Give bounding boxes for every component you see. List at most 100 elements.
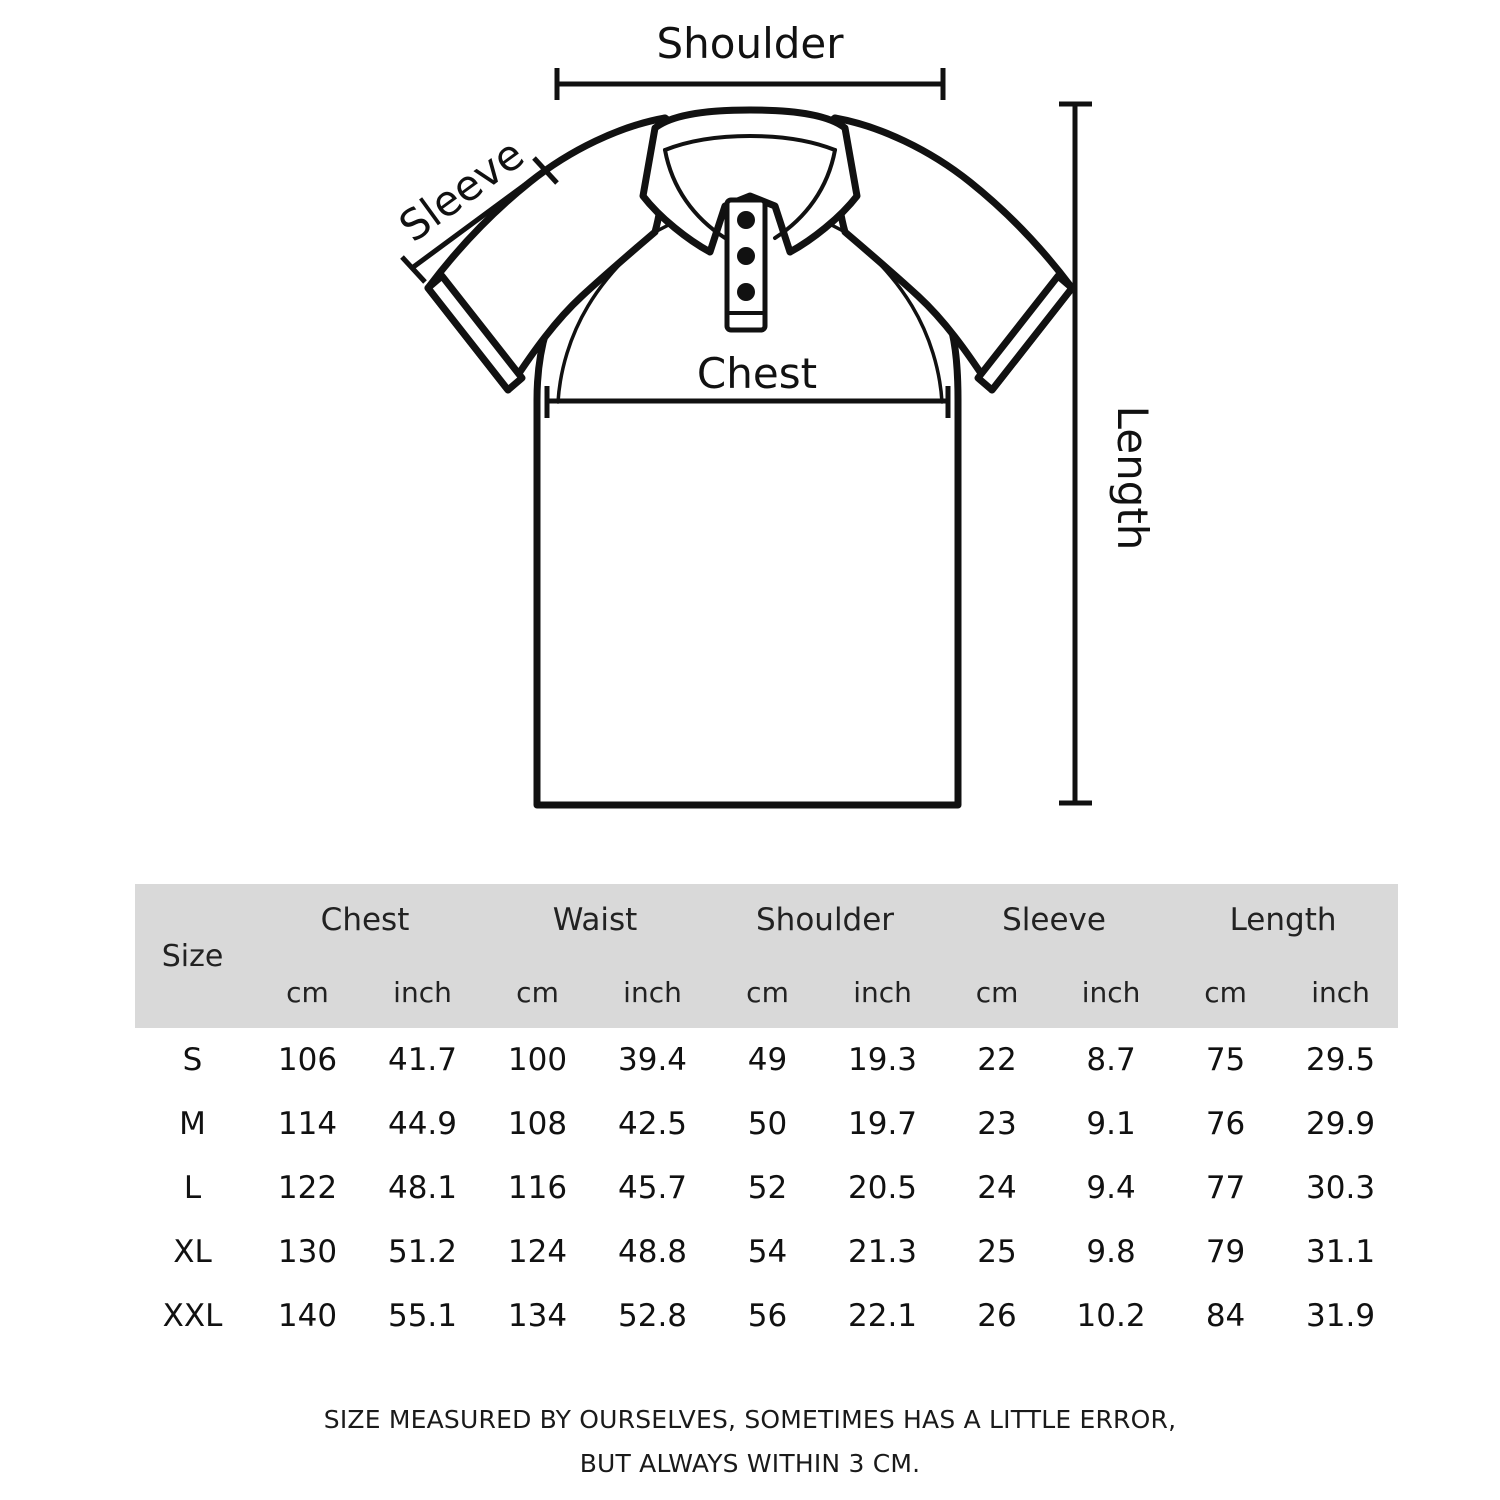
- header-unit-waist-cm: cm: [480, 956, 596, 1028]
- right-sleeve: [831, 114, 1076, 394]
- cell-waist-inch: 42.5: [618, 1106, 688, 1142]
- cell-sleeve-inch: 8.7: [1086, 1042, 1136, 1078]
- cell-length-inch: 31.1: [1306, 1234, 1376, 1270]
- header-unit-sleeve-inch: inch: [1054, 956, 1169, 1028]
- table-head: Size Chest Waist Shoulder Sleeve Length …: [135, 884, 1399, 1028]
- length-dimension: [1059, 101, 1092, 806]
- cell-size: M: [179, 1106, 206, 1142]
- cell-waist-cm: 124: [507, 1234, 568, 1270]
- cell-shoulder-cm: 50: [747, 1106, 788, 1142]
- collar-left-fold: [663, 148, 727, 240]
- shoulder-label: Shoulder: [656, 19, 844, 68]
- cell-sleeve-inch: 10.2: [1076, 1298, 1146, 1334]
- table-row: XL 130 51.2 124 48.8 54 21.3 25 9.8 79 3…: [135, 1220, 1398, 1284]
- sleeve-dimension: [400, 156, 559, 284]
- cell-length-inch: 31.9: [1306, 1298, 1376, 1334]
- disclaimer-line-1: SIZE MEASURED BY OURSELVES, SOMETIMES HA…: [323, 1405, 1177, 1434]
- cell-shoulder-inch: 20.5: [848, 1170, 918, 1206]
- cell-chest-cm: 130: [277, 1234, 338, 1270]
- cell-length-cm: 77: [1205, 1170, 1246, 1206]
- cell-sleeve-cm: 25: [977, 1234, 1017, 1270]
- cell-chest-cm: 140: [277, 1298, 338, 1334]
- right-armhole-seam: [843, 230, 944, 404]
- cell-length-cm: 84: [1205, 1298, 1246, 1334]
- cell-chest-cm: 106: [277, 1042, 338, 1078]
- left-sleeve-hem: [424, 272, 526, 394]
- cell-sleeve-cm: 23: [977, 1106, 1017, 1142]
- header-unit-shoulder-inch: inch: [825, 956, 941, 1028]
- cell-shoulder-inch: 19.3: [848, 1042, 918, 1078]
- cell-chest-inch: 41.7: [387, 1042, 458, 1078]
- collar-right-fold: [773, 148, 837, 240]
- size-table-wrapper: Size Chest Waist Shoulder Sleeve Length …: [135, 884, 1399, 1348]
- header-size: Size: [135, 884, 250, 1028]
- cell-shoulder-inch: 19.7: [848, 1106, 918, 1142]
- shoulder-dimension: [554, 68, 946, 100]
- disclaimer-line-2: BUT ALWAYS WITHIN 3 CM.: [579, 1449, 921, 1478]
- cell-size: XL: [173, 1234, 212, 1270]
- sleeve-tick-low: [400, 255, 427, 284]
- cell-length-cm: 75: [1205, 1042, 1246, 1078]
- cell-waist-inch: 39.4: [618, 1042, 688, 1078]
- size-table: Size Chest Waist Shoulder Sleeve Length …: [135, 884, 1399, 1348]
- left-sleeve: [424, 114, 669, 394]
- cell-waist-cm: 108: [507, 1106, 568, 1142]
- header-unit-length-cm: cm: [1168, 956, 1284, 1028]
- cell-shoulder-cm: 56: [747, 1298, 788, 1334]
- cell-length-inch: 29.9: [1306, 1106, 1376, 1142]
- cell-sleeve-inch: 9.1: [1086, 1106, 1136, 1142]
- cell-size: L: [183, 1170, 202, 1206]
- unit-header-row: cm inch cm inch cm inch cm inch cm inch: [135, 956, 1399, 1028]
- cell-shoulder-cm: 54: [747, 1234, 788, 1270]
- header-unit-length-inch: inch: [1283, 956, 1399, 1028]
- header-group-chest: Chest: [250, 884, 481, 956]
- cell-sleeve-cm: 24: [977, 1170, 1017, 1206]
- cell-waist-cm: 116: [507, 1170, 568, 1206]
- cell-shoulder-inch: 21.3: [848, 1234, 918, 1270]
- cell-chest-cm: 114: [277, 1106, 338, 1142]
- left-armhole-seam: [556, 230, 657, 404]
- table-row: L 122 48.1 116 45.7 52 20.5 24 9.4 77 30…: [135, 1156, 1398, 1220]
- header-group-sleeve: Sleeve: [940, 884, 1169, 956]
- header-unit-sleeve-cm: cm: [940, 956, 1055, 1028]
- chest-label: Chest: [697, 349, 817, 398]
- polo-shirt-diagram: Shoulder Sleeve Chest Length: [390, 19, 1157, 809]
- collar: [639, 106, 861, 256]
- header-unit-shoulder-cm: cm: [710, 956, 826, 1028]
- cell-length-cm: 76: [1205, 1106, 1246, 1142]
- chest-dimension: [544, 386, 951, 418]
- table-row: XXL 140 55.1 134 52.8 56 22.1 26 10.2 84…: [135, 1284, 1398, 1348]
- button-placket: [724, 197, 768, 333]
- measurement-disclaimer: SIZE MEASURED BY OURSELVES, SOMETIMES HA…: [0, 1398, 1500, 1486]
- cell-chest-inch: 48.1: [387, 1170, 458, 1206]
- cell-length-inch: 30.3: [1306, 1170, 1376, 1206]
- cell-sleeve-inch: 9.4: [1086, 1170, 1136, 1206]
- cell-waist-inch: 45.7: [618, 1170, 688, 1206]
- table-body: S 106 41.7 100 39.4 49 19.3 22 8.7 75 29…: [135, 1028, 1398, 1348]
- placket-button-3: [737, 283, 755, 301]
- cell-size: S: [182, 1042, 203, 1078]
- cell-sleeve-cm: 26: [977, 1298, 1017, 1334]
- cell-length-cm: 79: [1205, 1234, 1246, 1270]
- cell-sleeve-cm: 22: [977, 1042, 1017, 1078]
- cell-chest-inch: 51.2: [387, 1234, 458, 1270]
- cell-waist-inch: 52.8: [618, 1298, 688, 1334]
- cell-waist-inch: 48.8: [618, 1234, 688, 1270]
- cell-waist-cm: 134: [507, 1298, 568, 1334]
- cell-shoulder-cm: 52: [747, 1170, 788, 1206]
- table-row: S 106 41.7 100 39.4 49 19.3 22 8.7 75 29…: [135, 1028, 1398, 1092]
- header-unit-chest-cm: cm: [250, 956, 365, 1028]
- group-header-row: Size Chest Waist Shoulder Sleeve Length: [135, 884, 1399, 1028]
- cell-waist-cm: 100: [507, 1042, 568, 1078]
- cell-sleeve-inch: 9.8: [1086, 1234, 1136, 1270]
- right-sleeve-hem: [974, 272, 1076, 394]
- collar-inner-fold: [663, 134, 837, 152]
- cell-chest-inch: 44.9: [387, 1106, 458, 1142]
- cell-shoulder-inch: 22.1: [848, 1298, 918, 1334]
- placket-button-2: [737, 247, 755, 265]
- header-group-waist: Waist: [480, 884, 711, 956]
- placket-button-1: [737, 211, 755, 229]
- cell-size: XXL: [162, 1298, 223, 1334]
- table-row: M 114 44.9 108 42.5 50 19.7 23 9.1 76 29…: [135, 1092, 1398, 1156]
